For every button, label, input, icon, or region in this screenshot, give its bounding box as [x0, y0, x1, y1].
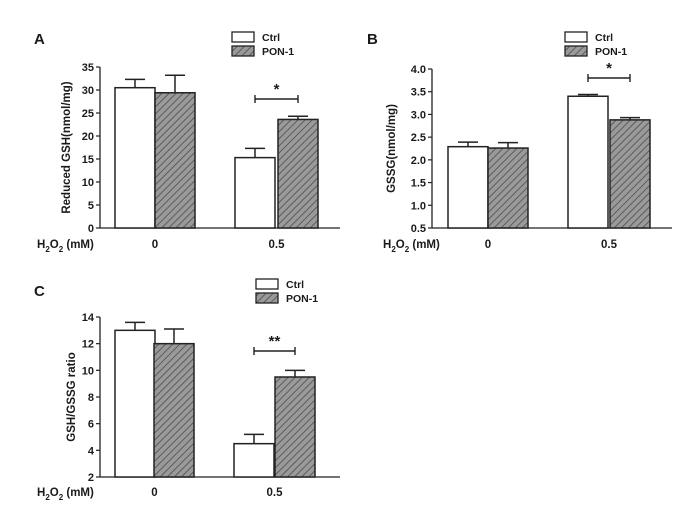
- panel-c: C 2 4 6 8 10 12 14 GSH/GSSG ratio 0 0.5 H2O2 (mM) **…: [34, 278, 340, 502]
- y-tick-label: 25: [82, 108, 94, 120]
- significance-label: **: [269, 333, 281, 350]
- legend-label: Ctrl: [262, 32, 280, 44]
- y-tick-label: 4.0: [411, 64, 426, 76]
- significance-label: *: [274, 81, 280, 98]
- y-tick-label: 2.0: [411, 155, 426, 167]
- y-tick-label: 8: [88, 392, 94, 404]
- y-tick-label: 10: [82, 177, 94, 189]
- y-tick-label: 2: [88, 472, 94, 484]
- legend-swatch: [231, 45, 255, 57]
- x-axis-label: H2O2 (mM): [37, 239, 94, 254]
- x-category-label: 0.5: [601, 239, 618, 251]
- panel-letter: A: [34, 31, 45, 48]
- x-category-label: 0.5: [269, 239, 286, 251]
- bar-ctrl-1: [567, 95, 609, 229]
- legend-swatch: [231, 31, 255, 43]
- bar-ctrl-0: [447, 145, 489, 229]
- legend-swatch: [564, 31, 588, 43]
- y-axis-label: Reduced GSH(nmol/mg): [61, 81, 73, 213]
- legend-swatch: [255, 278, 279, 290]
- legend-label: Ctrl: [595, 32, 613, 44]
- bar-pon1-0: [487, 147, 529, 229]
- y-tick-label: 0: [88, 223, 94, 235]
- bar-ctrl-0: [114, 329, 156, 478]
- panel-letter: B: [367, 31, 378, 48]
- x-category-label: 0.5: [267, 487, 284, 499]
- bar-ctrl-1: [233, 442, 275, 478]
- y-tick-label: 10: [82, 365, 94, 377]
- bar-pon1-1: [609, 119, 651, 229]
- x-category-label: 0: [151, 487, 157, 499]
- y-tick-label: 3.5: [411, 87, 426, 99]
- y-tick-label: 3.0: [411, 109, 426, 121]
- y-tick-label: 0.5: [411, 223, 426, 235]
- y-tick-label: 15: [82, 154, 94, 166]
- y-tick-label: 1.0: [411, 200, 426, 212]
- y-tick-label: 4: [88, 445, 95, 457]
- x-category-label: 0: [152, 239, 158, 251]
- legend-swatch: [564, 45, 588, 57]
- x-category-label: 0: [485, 239, 491, 251]
- y-tick-label: 35: [82, 62, 94, 74]
- panel-b: B 0.5 1.0 1.5 2.0 2.5 3.0 3.5 4.0 GSSG(nmol/mg) 0 0…: [367, 31, 672, 254]
- legend-swatch: [255, 292, 279, 304]
- legend-label: PON-1: [595, 46, 627, 58]
- legend-label: Ctrl: [286, 279, 304, 291]
- y-axis-label: GSSG(nmol/mg): [386, 104, 398, 193]
- bar-ctrl-1: [234, 156, 276, 229]
- significance-label: *: [606, 60, 612, 77]
- legend-label: PON-1: [286, 293, 318, 305]
- y-tick-label: 20: [82, 131, 94, 143]
- bar-pon1-0: [154, 92, 196, 229]
- y-tick-label: 6: [88, 419, 94, 431]
- bar-ctrl-0: [114, 86, 156, 229]
- panel-letter: C: [34, 283, 45, 300]
- bar-pon1-1: [277, 118, 319, 229]
- y-tick-label: 14: [82, 312, 95, 324]
- y-axis-label: GSH/GSSG ratio: [66, 352, 78, 441]
- y-tick-label: 30: [82, 85, 94, 97]
- bar-pon1-1: [274, 376, 316, 478]
- y-tick-label: 2.5: [411, 132, 426, 144]
- bar-pon1-0: [153, 342, 195, 478]
- x-axis-label: H2O2 (mM): [37, 487, 94, 502]
- y-tick-label: 12: [82, 339, 94, 351]
- x-axis-label: H2O2 (mM): [383, 239, 440, 254]
- panel-a: A 0 5 10 15 20 25 30 35 Reduced GSH(nmol/mg) 0 0.5 H…: [34, 31, 340, 254]
- y-tick-label: 5: [88, 200, 94, 212]
- y-tick-label: 1.5: [411, 178, 426, 190]
- legend-label: PON-1: [262, 46, 294, 58]
